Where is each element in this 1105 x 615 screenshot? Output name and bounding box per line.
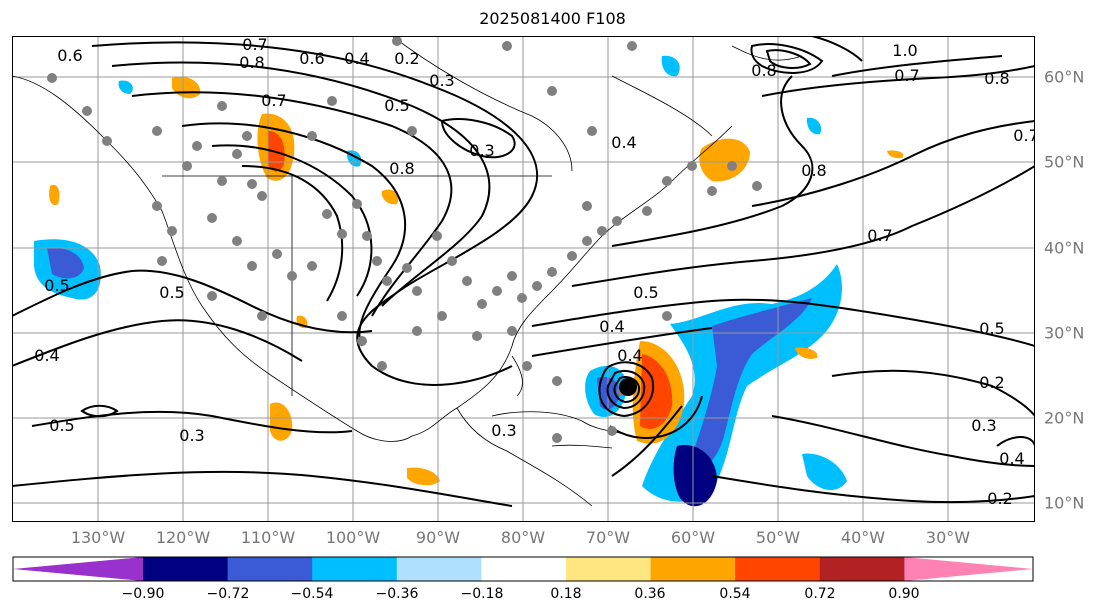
longitude-label: 110°W	[240, 528, 296, 547]
colorbar-tick-label: −0.54	[290, 586, 334, 602]
contour-label: 0.4	[599, 317, 624, 336]
longitude-label: 40°W	[840, 528, 886, 547]
latitude-label: 30°N	[1044, 323, 1085, 343]
contour-label: 0.7	[242, 36, 267, 54]
colorbar-segment	[227, 557, 313, 581]
colorbar-segment	[396, 557, 482, 581]
latitude-label: 20°N	[1044, 408, 1085, 428]
colorbar-tick-label: 0.54	[719, 586, 751, 602]
colorbar-segment	[481, 557, 567, 581]
latitude-label: 60°N	[1044, 67, 1085, 87]
contour-label: 0.6	[299, 49, 324, 68]
contour-label: 0.3	[179, 426, 204, 445]
contour-label: 0.8	[751, 61, 776, 80]
contour-label: 0.7	[894, 66, 919, 85]
contour-label: 0.5	[384, 96, 409, 115]
colorbar-segment	[143, 557, 229, 581]
longitude-label: 80°W	[500, 528, 546, 547]
storm-center-marker	[619, 378, 637, 396]
contour-label: 0.5	[49, 416, 74, 435]
latitude-label: 50°N	[1044, 152, 1085, 172]
contour-label: 0.3	[469, 141, 494, 160]
colorbar-tick-label: −0.36	[375, 586, 419, 602]
colorbar-segment	[312, 557, 398, 581]
colorbar-segment	[819, 557, 905, 581]
contour-label: 0.8	[389, 159, 414, 178]
longitude-label: 50°W	[755, 528, 801, 547]
colorbar-tick-label: 0.36	[634, 586, 666, 602]
colorbar-tick-label: 0.72	[804, 586, 836, 602]
contour-label: 0.6	[57, 46, 82, 65]
colorbar-tick-label: −0.72	[206, 586, 250, 602]
longitude-label: 90°W	[415, 528, 461, 547]
contour-label: 0.5	[979, 319, 1004, 338]
longitude-label: 30°W	[925, 528, 971, 547]
colorbar-extend-low	[13, 557, 143, 581]
contour-label: 0.4	[344, 49, 369, 68]
latitude-label: 10°N	[1044, 493, 1085, 513]
colorbar-tick-label: 0.90	[888, 586, 920, 602]
colorbar-segment	[735, 557, 821, 581]
graticule	[12, 36, 1035, 522]
contour-label: 0.7	[1013, 126, 1035, 145]
coastlines	[12, 36, 803, 507]
contour-label: 0.5	[44, 276, 69, 295]
contour-label: 0.3	[491, 421, 516, 440]
latitude-label: 40°N	[1044, 238, 1085, 258]
contour-label: 0.2	[979, 373, 1004, 392]
contour-label: 0.8	[984, 69, 1009, 88]
contour-label: 0.8	[239, 53, 264, 72]
contour-label: 0.4	[611, 133, 636, 152]
contour-label: 0.7	[261, 91, 286, 110]
observation-dots	[47, 36, 762, 443]
contour-label: 0.2	[394, 49, 419, 68]
contour-label: 0.4	[34, 346, 59, 365]
contour-label-group: 0.7 0.6 0.4 0.2 0.3 0.8 0.5 0.6 0.7 0.3 …	[34, 36, 1035, 508]
contour-label: 1.0	[892, 41, 917, 60]
longitude-label: 120°W	[155, 528, 211, 547]
colorbar-tick-label: −0.18	[460, 586, 504, 602]
contour-label: 0.5	[159, 283, 184, 302]
contour-label: 0.2	[987, 489, 1012, 508]
map-title: 2025081400 F108	[479, 9, 626, 28]
contour-label: 0.4	[999, 449, 1024, 468]
longitude-label: 60°W	[670, 528, 716, 547]
contour-label: 0.8	[801, 161, 826, 180]
colorbar-extend-high	[904, 557, 1033, 581]
contour-label: 0.5	[633, 283, 658, 302]
colorbar-segment	[650, 557, 736, 581]
longitude-label: 100°W	[325, 528, 381, 547]
contour-label: 0.3	[971, 416, 996, 435]
colorbar-segment	[566, 557, 652, 581]
weather-map: 0.7 0.6 0.4 0.2 0.3 0.8 0.5 0.6 0.7 0.3 …	[12, 36, 1035, 522]
colorbar-tick-label: 0.18	[550, 586, 582, 602]
contour-label: 0.7	[867, 226, 892, 245]
contour-label: 0.3	[429, 71, 454, 90]
contour-lines	[12, 36, 1035, 507]
colorbar	[12, 556, 1034, 582]
longitude-label: 70°W	[585, 528, 631, 547]
contour-label: 0.4	[617, 346, 642, 365]
longitude-label: 130°W	[70, 528, 126, 547]
colorbar-tick-label: −0.90	[121, 586, 165, 602]
